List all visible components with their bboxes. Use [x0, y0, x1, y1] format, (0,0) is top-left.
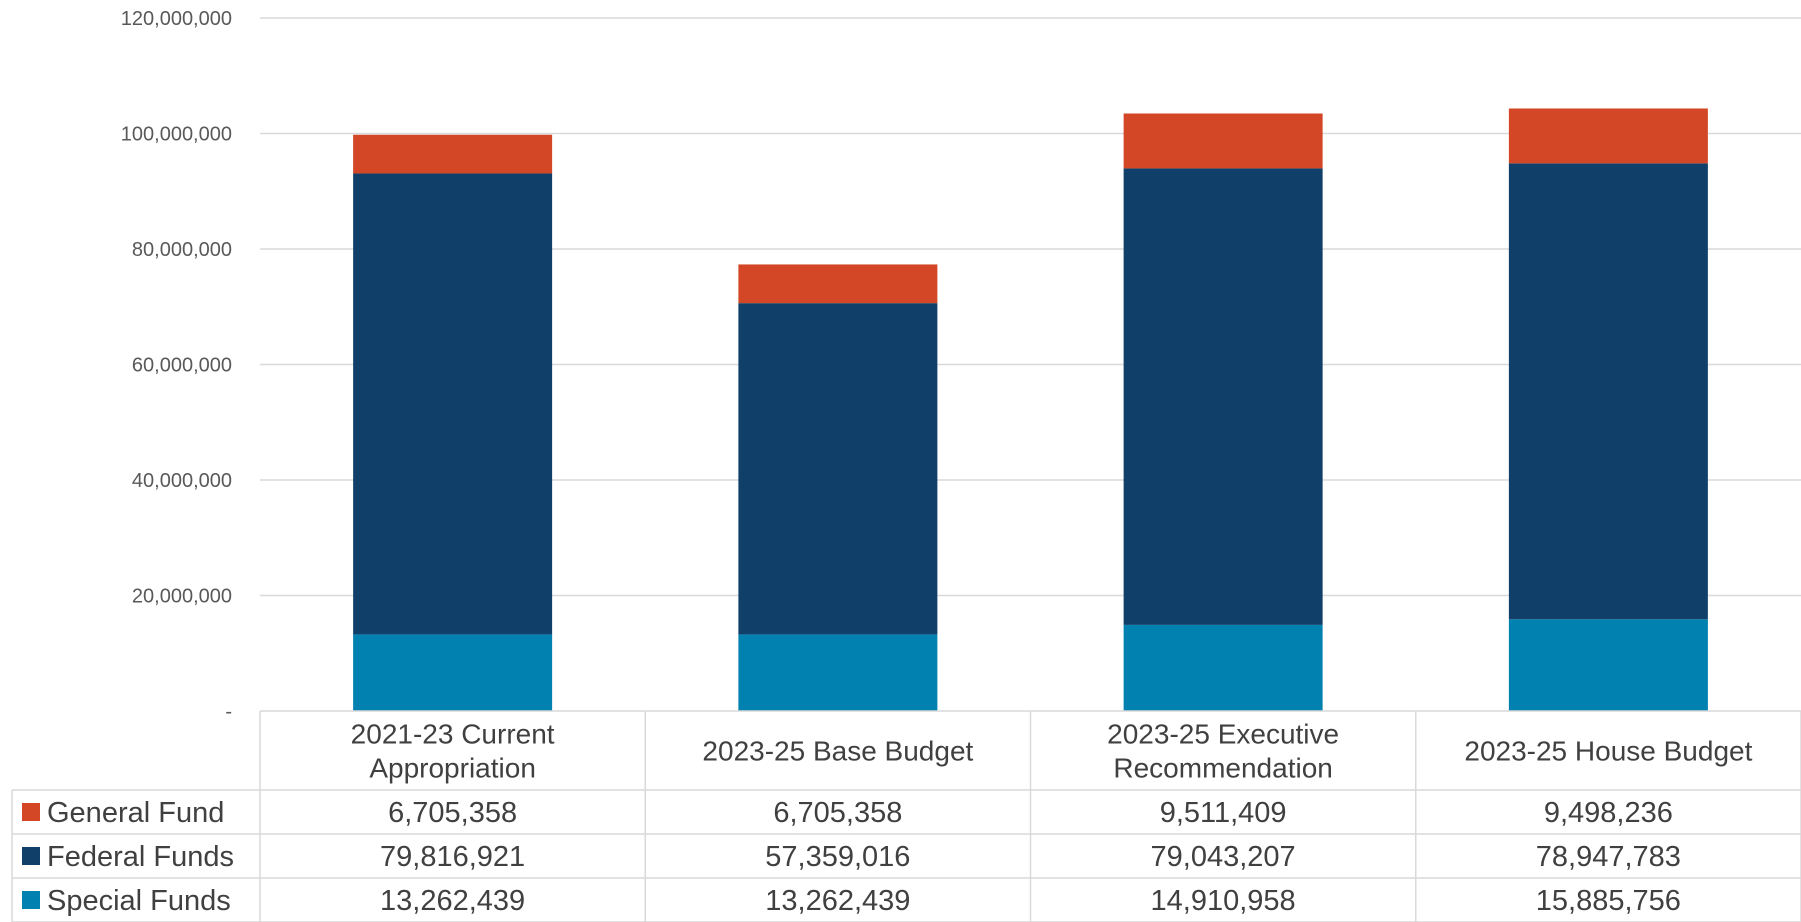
y-tick-label: - [225, 701, 232, 723]
y-axis: - 20,000,000 40,000,000 60,000,000 80,000,00… [121, 8, 232, 723]
category-label: Recommendation [1113, 753, 1332, 784]
bar-segment-special-funds [1508, 619, 1708, 711]
bar-segment-federal-funds [1508, 163, 1708, 620]
table-cell-value: 14,910,958 [1151, 885, 1296, 917]
legend-swatch-general-fund [22, 803, 40, 821]
bar-segment-federal-funds [738, 303, 938, 635]
category-label: 2023-25 Base Budget [702, 736, 973, 767]
bar-segment-general-fund [738, 264, 938, 304]
bar-segment-special-funds [738, 634, 938, 711]
bar-segment-federal-funds [353, 173, 553, 635]
category-label: 2023-25 House Budget [1464, 736, 1752, 767]
bar-segment-general-fund [1508, 108, 1708, 164]
y-tick-label: 20,000,000 [132, 586, 232, 608]
series-label-federal-funds: Federal Funds [47, 841, 234, 873]
y-tick-label: 100,000,000 [121, 124, 232, 146]
series-label-special-funds: Special Funds [47, 885, 231, 917]
legend-swatch-special-funds [22, 891, 40, 909]
category-label: 2021-23 Current [351, 719, 555, 750]
y-tick-label: 60,000,000 [132, 355, 232, 377]
table-cell-value: 9,498,236 [1544, 797, 1673, 829]
table-cell-value: 78,947,783 [1536, 841, 1681, 873]
bar-segment-special-funds [1123, 624, 1323, 711]
y-tick-label: 40,000,000 [132, 470, 232, 492]
legend-swatch-federal-funds [22, 847, 40, 865]
table-cell-value: 79,043,207 [1151, 841, 1296, 873]
bar-segment-general-fund [1123, 113, 1323, 169]
table-cell-value: 6,705,358 [388, 797, 517, 829]
bar-segment-federal-funds [1123, 168, 1323, 625]
table-cell-value: 9,511,409 [1160, 797, 1287, 829]
y-tick-label: 80,000,000 [132, 239, 232, 261]
bar-segment-special-funds [353, 634, 553, 711]
table-cell-value: 13,262,439 [380, 885, 525, 917]
table-cell-value: 79,816,921 [380, 841, 525, 873]
y-tick-label: 120,000,000 [121, 8, 232, 30]
bars [353, 108, 1708, 711]
category-label: 2023-25 Executive [1107, 719, 1339, 750]
table-cell-value: 13,262,439 [765, 885, 910, 917]
category-label: Appropriation [369, 753, 536, 784]
bar-segment-general-fund [353, 134, 553, 174]
table-cell-value: 57,359,016 [765, 841, 910, 873]
table-cell-value: 6,705,358 [773, 797, 902, 829]
series-label-general-fund: General Fund [47, 797, 224, 829]
table-cell-value: 15,885,756 [1536, 885, 1681, 917]
